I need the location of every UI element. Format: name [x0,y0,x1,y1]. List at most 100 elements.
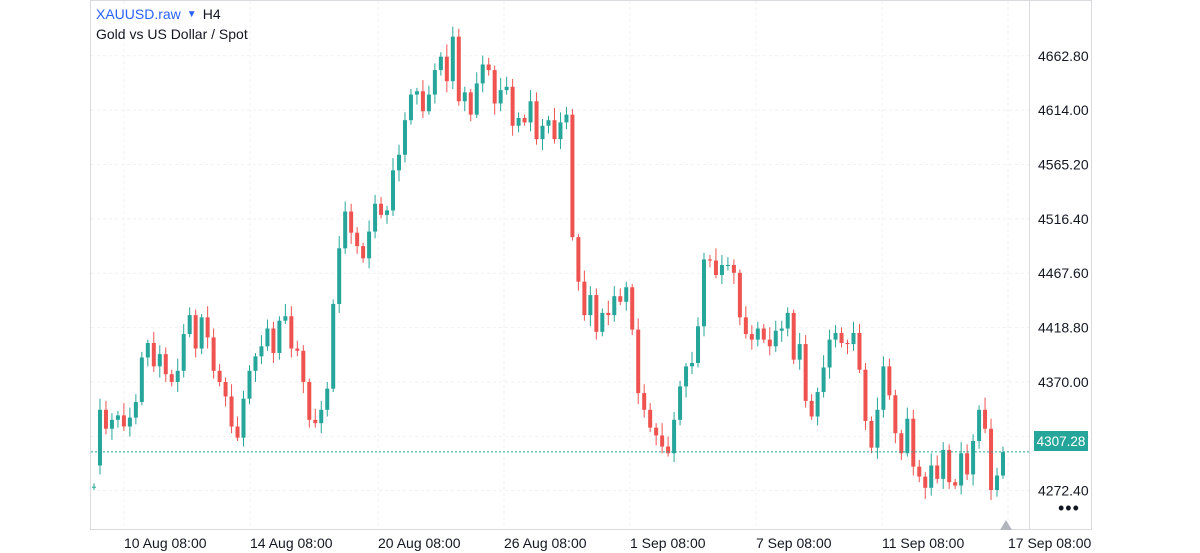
candle-body [313,419,318,424]
candle-body [767,339,772,347]
candle-body [319,409,324,424]
candle-body [666,446,671,454]
candle-body [953,482,958,486]
candle-body [995,475,1000,491]
candle-body [989,428,994,491]
candle-body [534,101,539,140]
more-options-button[interactable]: ••• [1058,498,1080,518]
candle-body [462,92,467,102]
candle-body [648,409,653,428]
candle-body [247,370,252,399]
candle-body [546,120,551,126]
candle-body [325,388,330,410]
candle-body [660,435,665,447]
candle-body [779,328,784,331]
candle-body [707,259,712,261]
candle-body [564,114,569,123]
candle-body [151,342,156,367]
candle-body [444,56,449,82]
candle-body [713,260,718,276]
candle-body [977,409,982,441]
candle-body [277,320,282,353]
candle-body [528,101,533,123]
candle-body [199,317,204,349]
candle-body [863,369,868,421]
y-tick-label: 4565.20 [1038,157,1089,173]
candle-body [361,246,366,259]
candle-body [797,344,802,360]
candle-body [175,370,180,382]
candle-body [241,398,246,438]
symbol-description: Gold vs US Dollar / Spot [96,26,248,42]
candle-body [606,312,611,316]
y-tick-label: 4418.80 [1038,320,1089,336]
candle-body [965,453,970,475]
x-tick-label: 26 Aug 08:00 [504,535,587,551]
candle-body [576,237,581,282]
candle-body [941,449,946,479]
candle-body [701,259,706,327]
candle-body [893,395,898,434]
candle-body [355,232,360,247]
candle-body [869,420,874,448]
candle-body [821,367,826,392]
symbol-dropdown-icon[interactable]: ▼ [186,8,197,20]
candle-body [690,363,695,367]
candle-body [115,415,120,420]
candle-body [379,203,384,215]
candle-body [684,366,689,387]
candle-body [1001,452,1005,476]
candle-body [474,83,479,115]
candle-body [121,415,126,427]
candle-body [983,409,988,429]
candle-body [145,342,150,358]
candle-body [773,330,778,347]
candle-body [731,265,736,273]
candle-body [396,154,401,171]
candle-body [636,329,641,394]
candle-body [845,342,850,345]
x-tick-label: 10 Aug 08:00 [124,535,207,551]
current-price-label: 4307.28 [1034,431,1088,451]
candle-body [169,374,174,382]
candle-body [391,170,396,211]
candle-body [857,332,862,370]
candle-body [480,64,485,84]
candle-body [438,56,443,71]
candle-body [265,328,270,347]
candle-body [337,248,342,304]
candle-body [725,265,730,266]
candle-body [803,344,808,401]
y-tick-label: 4516.40 [1038,211,1089,227]
candle-body [839,332,844,343]
candle-body [809,400,814,417]
candle-body [229,396,234,427]
candle-body [259,346,264,357]
candle-body [522,117,527,123]
candle-body [743,317,748,335]
x-tick-label: 11 Sep 08:00 [882,535,964,551]
candle-body [289,316,294,349]
candle-body [755,328,760,340]
candle-body [498,90,503,104]
candle-body [504,86,509,91]
candle-body [905,418,910,454]
candle-body [193,315,198,349]
candle-body [827,339,832,368]
candle-body [349,211,354,233]
candle-body [420,91,425,112]
candle-body [911,418,916,467]
interval-label[interactable]: H4 [202,6,221,22]
candle-body [899,433,904,454]
candle-body [253,356,258,371]
candle-body [516,117,521,126]
symbol-name[interactable]: XAUUSD.raw [96,6,181,22]
candle-body [719,265,724,276]
candle-body [588,295,593,316]
candle-body [486,64,491,71]
candle-body [594,295,599,332]
chart-pane[interactable] [90,0,1030,530]
price-axis[interactable] [1030,0,1092,530]
candle-body [947,449,952,483]
candle-body [133,402,138,418]
